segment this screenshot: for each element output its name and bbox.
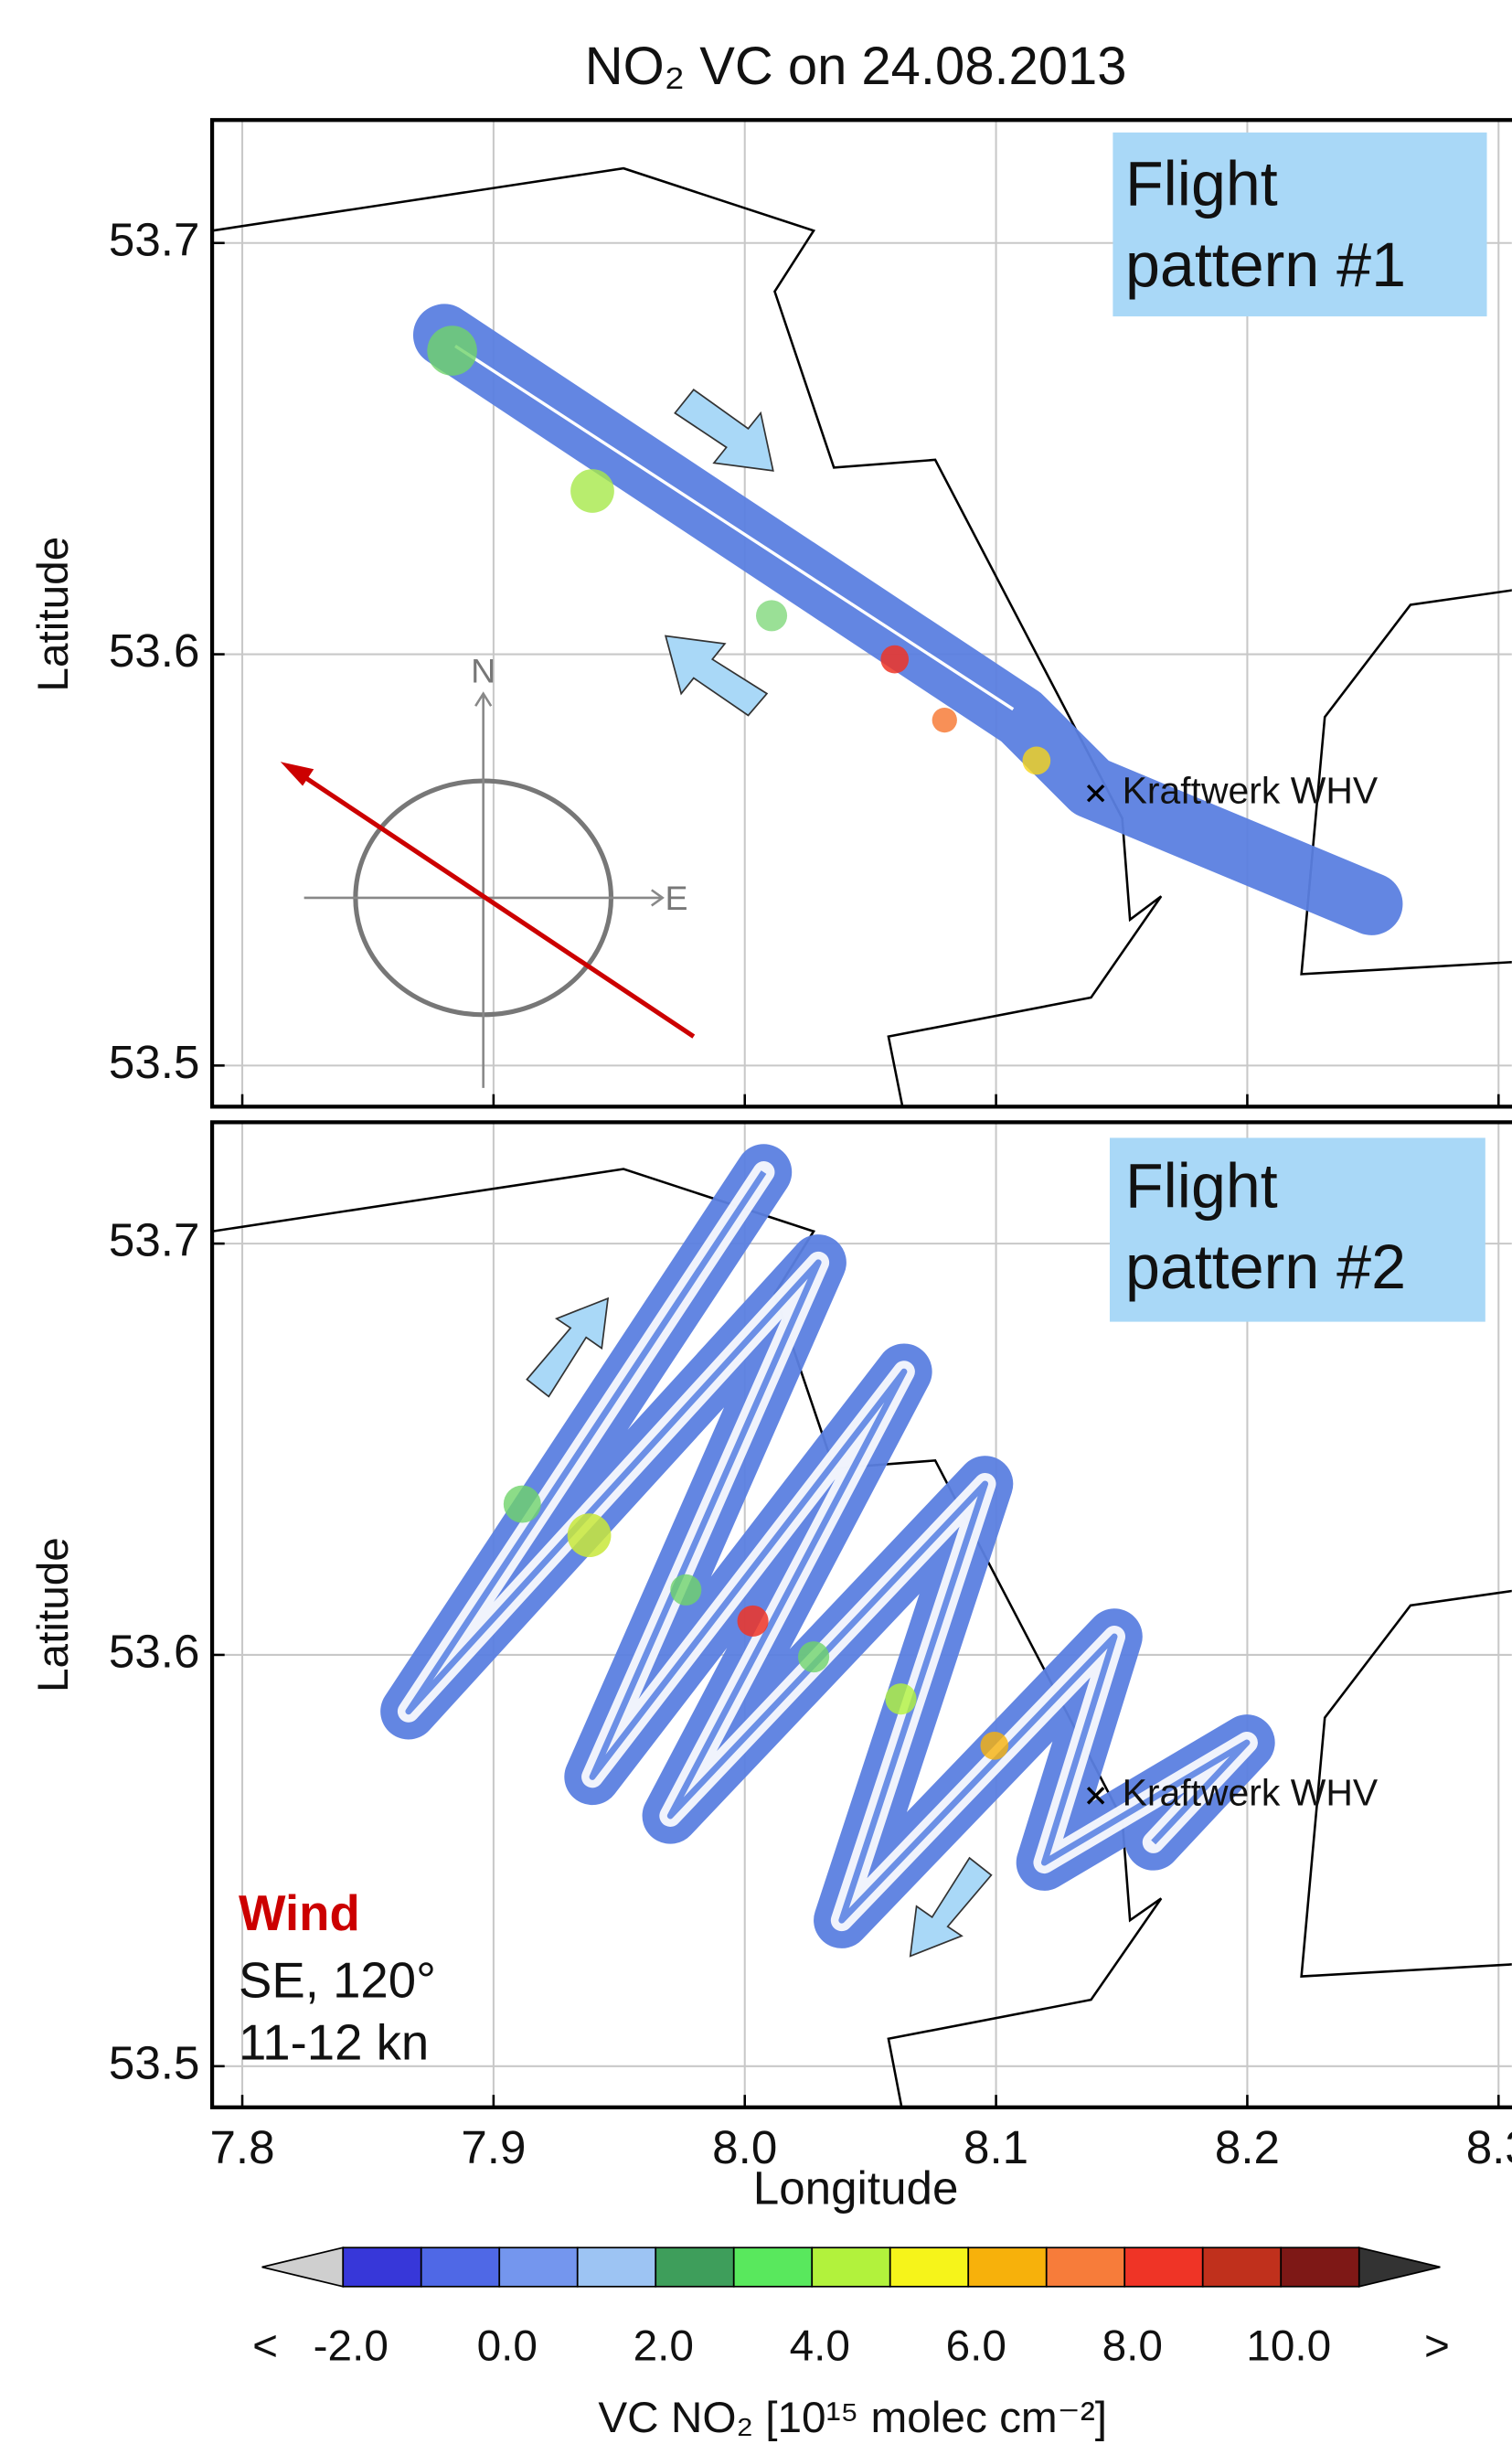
site-label: Kraftwerk WHV — [1123, 770, 1379, 812]
colorbar-cell — [1047, 2247, 1124, 2287]
x-tick-label: 7.8 — [209, 2121, 274, 2173]
colorbar-under: < — [252, 2322, 278, 2371]
compass-n: N — [471, 651, 495, 689]
colorbar-cell — [578, 2247, 655, 2287]
colorbar-cell — [734, 2247, 812, 2287]
colorbar-tick-label: 2.0 — [634, 2322, 694, 2371]
colorbar-cell — [1203, 2247, 1281, 2287]
x-tick-label: 8.3 — [1466, 2121, 1512, 2173]
wind-speed: 11-12 kn — [239, 2015, 429, 2071]
colorbar-tick-label: 6.0 — [946, 2322, 1006, 2371]
x-axis-label: Longitude — [753, 2161, 959, 2214]
box-label: Flight — [1125, 149, 1278, 219]
box-label: Flight — [1125, 1151, 1278, 1221]
site-label: Kraftwerk WHV — [1123, 1772, 1379, 1814]
colorbar-over — [1359, 2247, 1441, 2287]
wind-title: Wind — [239, 1885, 360, 1941]
decor — [212, 133, 1512, 2120]
page: {"chart_data":[ {"type":"map","title":"N… — [0, 0, 1512, 2444]
figure: NO₂ VC on 24.08.2013 Flight pattern #1 F… — [0, 0, 1512, 2444]
colorbar-label: VC NO₂ [10¹⁵ molec cm⁻²] — [598, 2394, 1107, 2442]
y-tick-label: 53.7 — [109, 213, 200, 265]
colorbar-tick-label: 10.0 — [1246, 2322, 1331, 2371]
y-tick-label: 53.6 — [109, 1625, 200, 1677]
colorbar-cell — [812, 2247, 889, 2287]
colorbar-cell — [1124, 2247, 1202, 2287]
colorbar-cell — [1281, 2247, 1358, 2287]
colorbar-cell — [421, 2247, 499, 2287]
colorbar-cell — [890, 2247, 968, 2287]
y-tick-label: 53.5 — [109, 2036, 200, 2088]
colorbar-cell — [343, 2247, 421, 2287]
x-tick-label: 8.1 — [964, 2121, 1028, 2173]
y-tick-label: 53.6 — [109, 624, 200, 677]
wind-dir: SE, 120° — [239, 1953, 436, 2009]
colorbar-over: > — [1424, 2322, 1450, 2371]
colorbar-cell — [499, 2247, 577, 2287]
colorbar-cell — [968, 2247, 1046, 2287]
box-label: pattern #2 — [1125, 1233, 1406, 1302]
chart-title: NO₂ VC on 24.08.2013 — [585, 37, 1127, 96]
compass-e: E — [665, 879, 688, 917]
x-tick-label: 7.9 — [461, 2121, 526, 2173]
x-tick-label: 8.0 — [712, 2121, 777, 2173]
colorbar-tick-label: 0.0 — [477, 2322, 538, 2371]
colorbar-tick-label: 4.0 — [790, 2322, 850, 2371]
x-tick-label: 8.2 — [1215, 2121, 1280, 2173]
colorbar-cell — [655, 2247, 733, 2287]
y-tick-label: 53.7 — [109, 1214, 200, 1266]
colorbar-tick-label: 8.0 — [1102, 2322, 1163, 2371]
colorbar-tick-label: -2.0 — [314, 2322, 389, 2371]
box-label: pattern #1 — [1125, 230, 1406, 300]
y-axis-label: Latitude — [29, 1537, 78, 1692]
colorbar-under — [262, 2247, 344, 2287]
y-tick-label: 53.5 — [109, 1036, 200, 1088]
y-axis-label: Latitude — [29, 537, 78, 692]
colorbar: -2.0 0.0 2.0 4.0 6.0 8.0 10.0 — [262, 2247, 1441, 2370]
